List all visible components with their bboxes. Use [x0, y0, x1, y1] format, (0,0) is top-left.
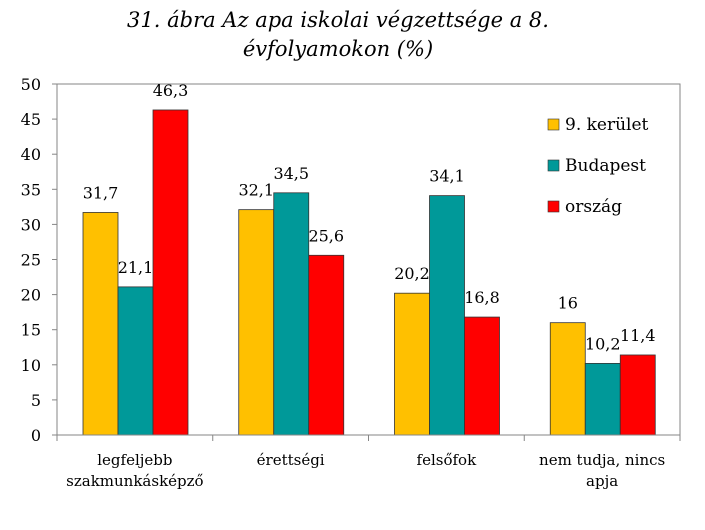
bar-data-label: 20,2: [394, 264, 430, 283]
x-axis: legfeljebb szakmunkásképző érettségi felsőf…: [56, 434, 681, 490]
bar-data-label: 16,8: [464, 288, 500, 307]
bar-data-label: 11,4: [620, 326, 656, 345]
x-category-label: felsőfok: [417, 451, 478, 469]
bar: [549, 322, 586, 436]
bar-data-label: 10,2: [585, 334, 621, 353]
bar: [619, 354, 656, 436]
bar-data-label: 16: [558, 294, 578, 313]
y-tick-label: 0: [31, 426, 41, 445]
bar: [394, 292, 430, 436]
bar-data-label: 34,5: [273, 164, 309, 183]
chart-title: 31. ábra Az apa iskolai végzettsége a 8.…: [127, 8, 549, 61]
y-tick-label: 25: [21, 251, 41, 270]
y-axis: 0 5 10 15 20 25 30 35 40 45 50: [21, 75, 58, 445]
bar-data-label: 34,1: [429, 167, 465, 186]
bar: [82, 212, 119, 436]
bar-data-label: 46,3: [153, 81, 189, 100]
chart-title-line: 31. ábra Az apa iskolai végzettsége a 8.: [127, 8, 549, 32]
y-tick-label: 50: [21, 75, 41, 94]
chart-title-line: évfolyamokon (%): [243, 37, 433, 61]
y-tick-label: 40: [21, 145, 41, 164]
y-tick-label: 45: [21, 110, 41, 129]
legend-swatch: [547, 118, 560, 131]
x-category-label: szakmunkásképző: [66, 472, 203, 490]
legend-label: Budapest: [565, 156, 646, 176]
x-category-label: érettségi: [257, 451, 325, 469]
bar: [117, 286, 154, 436]
y-tick-label: 35: [21, 180, 41, 199]
legend-label: ország: [565, 197, 622, 217]
y-tick-label: 20: [21, 286, 41, 305]
bar: [308, 254, 345, 436]
bar-data-label: 32,1: [238, 181, 274, 200]
legend-label: 9. kerület: [565, 115, 649, 135]
bars-group: [82, 109, 656, 436]
legend-swatch: [547, 200, 560, 213]
bar: [429, 195, 465, 436]
bar: [238, 209, 275, 436]
bar: [464, 316, 500, 436]
x-category-label: apja: [586, 472, 618, 490]
bar: [273, 192, 310, 436]
bar: [584, 362, 621, 436]
y-tick-label: 5: [31, 391, 41, 410]
y-tick-label: 10: [21, 356, 41, 375]
x-category-label: nem tudja, nincs: [539, 451, 665, 469]
bar-data-label: 31,7: [83, 183, 119, 202]
x-category-label: legfeljebb: [97, 451, 172, 469]
bar: [152, 109, 189, 436]
bar-data-label: 25,6: [308, 226, 344, 245]
y-tick-label: 15: [21, 321, 41, 340]
legend-swatch: [547, 159, 560, 172]
y-tick-label: 30: [21, 215, 41, 234]
bar-data-label: 21,1: [118, 258, 154, 277]
bar-labels-group: 31,7 32,1 20,2 16 21,1 34,5 34,1 10,2 46,3 25,6 16…: [83, 81, 656, 353]
legend: 9. kerület Budapest ország: [547, 115, 649, 217]
